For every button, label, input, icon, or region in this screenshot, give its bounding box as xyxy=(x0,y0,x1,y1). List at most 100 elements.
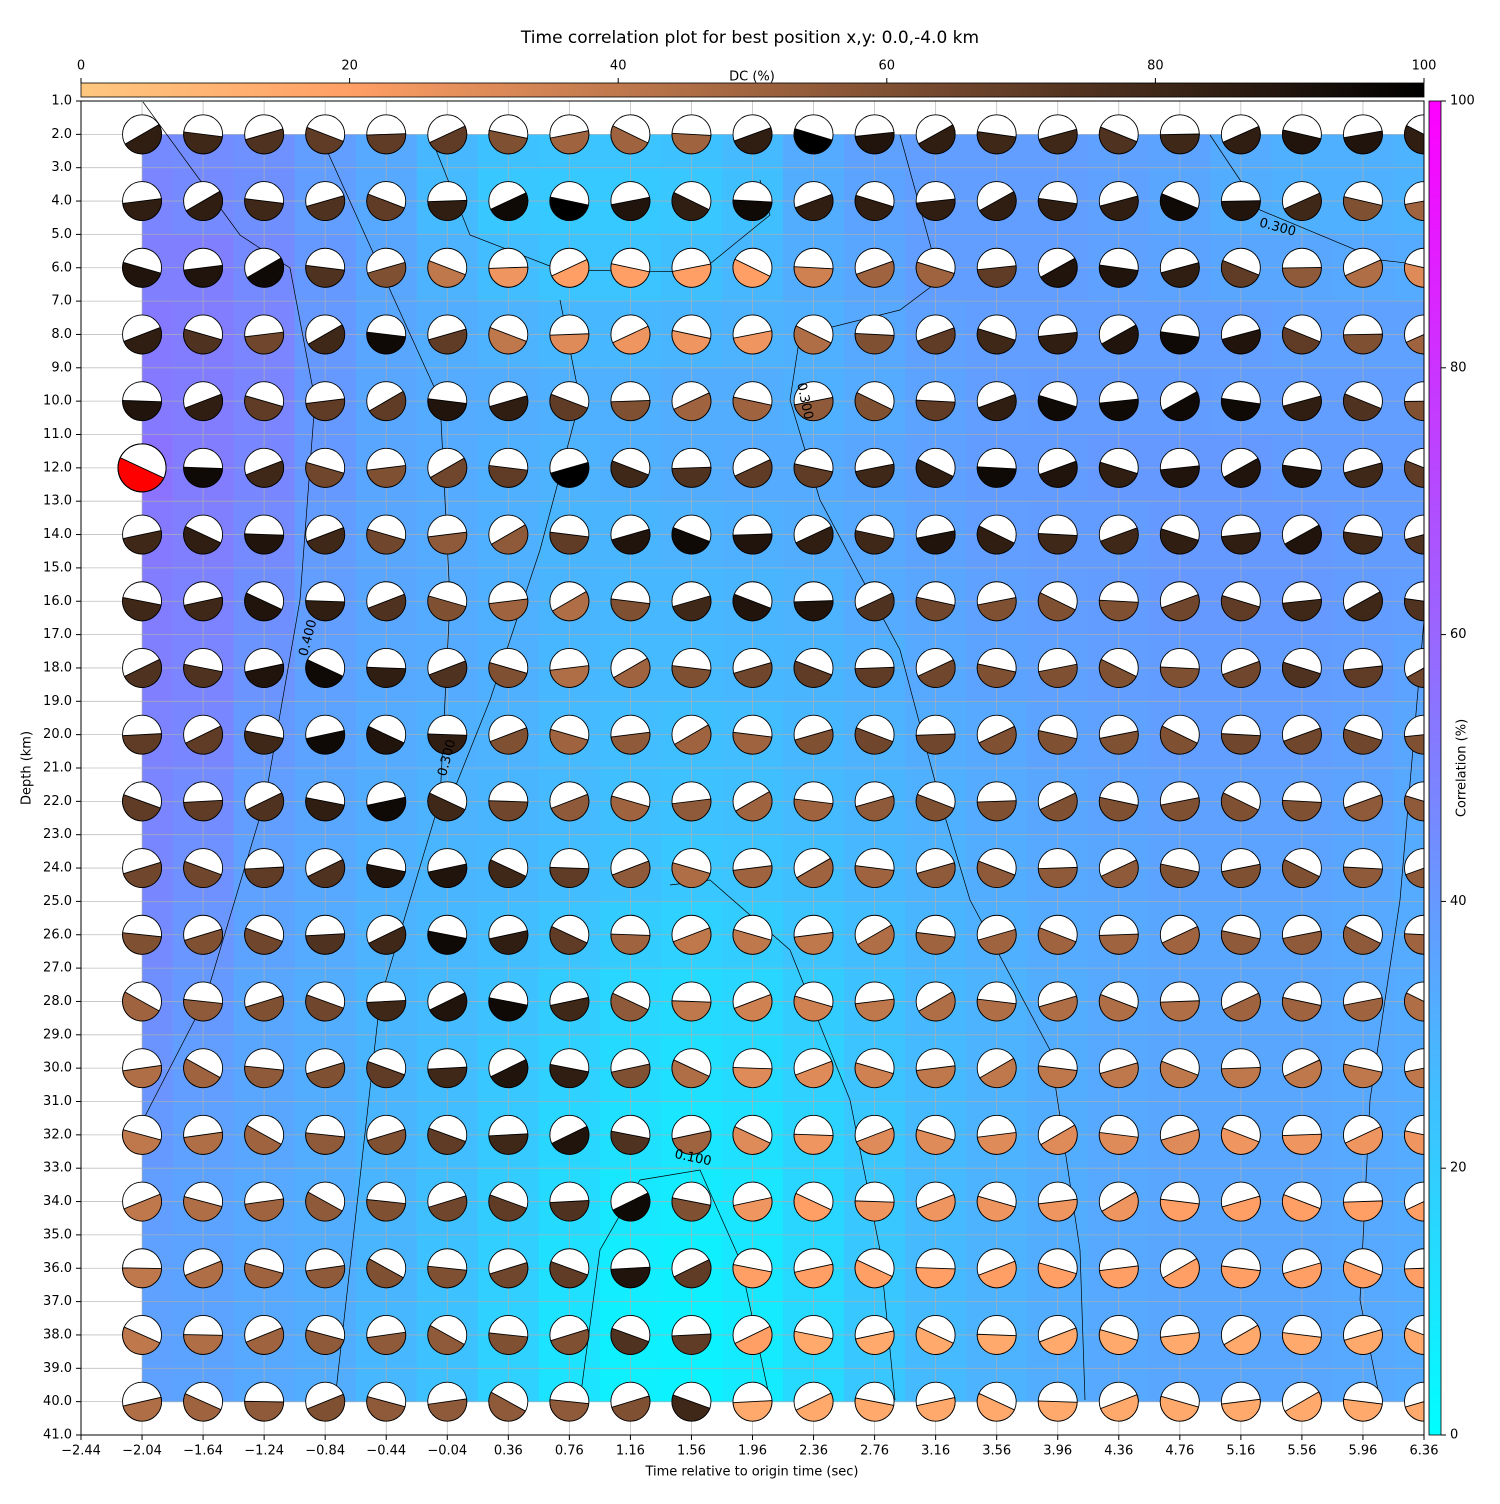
dc-colorbar-tick-label: 80 xyxy=(1147,59,1164,74)
x-tick-label: 1.16 xyxy=(616,1444,645,1459)
beachball xyxy=(1343,728,1383,755)
beachball xyxy=(488,1332,529,1355)
beachball xyxy=(184,1260,224,1289)
beachball xyxy=(610,1266,651,1289)
y-tick-label: 17.0 xyxy=(43,627,72,642)
beachball xyxy=(732,593,772,622)
beachball xyxy=(1098,398,1139,422)
beachball xyxy=(1404,1327,1424,1355)
beachball xyxy=(551,1125,590,1155)
y-tick-label: 31.0 xyxy=(43,1094,72,1109)
y-tick-label: 7.0 xyxy=(51,294,72,309)
x-tick-label: −1.24 xyxy=(244,1444,284,1459)
beachball xyxy=(917,124,956,155)
beachball xyxy=(671,1130,712,1155)
beachball xyxy=(610,125,649,155)
beachball xyxy=(1220,792,1259,822)
beachball xyxy=(976,860,1016,888)
beachball xyxy=(1162,391,1200,422)
beachball xyxy=(1037,394,1077,422)
beachball xyxy=(1405,325,1424,355)
y-tick-label: 13.0 xyxy=(43,494,72,509)
beachball xyxy=(1099,1394,1139,1422)
beachball xyxy=(1281,1193,1321,1222)
beachball xyxy=(427,863,468,888)
beachball xyxy=(183,799,224,822)
beachball xyxy=(671,862,711,888)
y-tick-label: 22.0 xyxy=(43,794,72,809)
beachball xyxy=(854,1062,894,1089)
dc-colorbar-label: DC (%) xyxy=(729,70,775,85)
x-tick-label: −2.44 xyxy=(61,1444,101,1459)
beachball xyxy=(1099,527,1139,555)
beachball xyxy=(671,1059,710,1089)
beachball xyxy=(1038,1327,1078,1355)
beachball xyxy=(1343,1063,1383,1089)
beachball xyxy=(1159,1000,1200,1022)
beachball xyxy=(854,1200,895,1222)
beachball xyxy=(795,525,834,555)
x-tick-label: 5.56 xyxy=(1287,1444,1316,1459)
beachball xyxy=(1281,464,1322,488)
y-tick-label: 4.0 xyxy=(51,194,72,209)
beachball xyxy=(976,1392,1015,1422)
beachball xyxy=(976,1131,1017,1155)
beachball xyxy=(976,663,1017,688)
beachball xyxy=(671,1197,712,1222)
beachball xyxy=(549,1399,590,1422)
beachball xyxy=(305,1191,343,1222)
beachball xyxy=(1098,1329,1139,1355)
beachball xyxy=(854,391,893,422)
dc-colorbar-tick-label: 0 xyxy=(77,59,85,74)
beachball xyxy=(671,1333,712,1355)
beachball xyxy=(1220,594,1261,622)
beachball xyxy=(1281,996,1322,1022)
beachball xyxy=(1343,130,1383,155)
beachball xyxy=(1282,661,1322,688)
beachball xyxy=(733,127,773,155)
beachball xyxy=(1404,1395,1424,1422)
x-tick-label: 0.36 xyxy=(494,1444,523,1459)
beachball xyxy=(122,1326,161,1355)
beachball xyxy=(854,666,895,688)
beachball xyxy=(488,1391,526,1422)
beachball xyxy=(306,1393,346,1422)
beachball xyxy=(367,593,407,622)
beachball xyxy=(1098,658,1137,688)
beachball xyxy=(1098,1131,1139,1155)
beachball xyxy=(1404,732,1424,755)
beachball xyxy=(793,463,834,488)
beachball xyxy=(488,930,529,955)
beachball xyxy=(976,131,1017,155)
beachball xyxy=(915,530,956,555)
beachball xyxy=(1159,133,1200,155)
beachball xyxy=(795,1392,834,1422)
beachball xyxy=(1220,1127,1260,1155)
beachball xyxy=(1343,462,1383,488)
beachball xyxy=(734,1325,773,1355)
beachball xyxy=(732,731,773,755)
beachball xyxy=(732,199,773,221)
beachball xyxy=(305,1265,346,1289)
beachball xyxy=(793,396,834,422)
beachball xyxy=(1159,725,1198,755)
beachball xyxy=(244,730,284,755)
y-tick-label: 38.0 xyxy=(43,1327,72,1342)
beachball xyxy=(1404,124,1424,155)
beachball xyxy=(122,597,162,622)
x-tick-label: 3.96 xyxy=(1043,1444,1072,1459)
beachball xyxy=(1282,395,1322,422)
beachball xyxy=(1281,799,1322,822)
beachball xyxy=(1160,797,1200,822)
y-tick-label: 40.0 xyxy=(43,1394,72,1409)
beachball xyxy=(1281,326,1321,355)
beachball xyxy=(1344,1126,1383,1155)
beachball xyxy=(427,930,467,955)
beachball xyxy=(124,123,162,155)
beachball xyxy=(976,525,1015,555)
beachball xyxy=(916,1397,956,1422)
beachball xyxy=(1038,460,1078,488)
beachball xyxy=(1037,1400,1078,1422)
y-tick-label: 33.0 xyxy=(43,1161,72,1176)
beachball xyxy=(184,725,223,755)
